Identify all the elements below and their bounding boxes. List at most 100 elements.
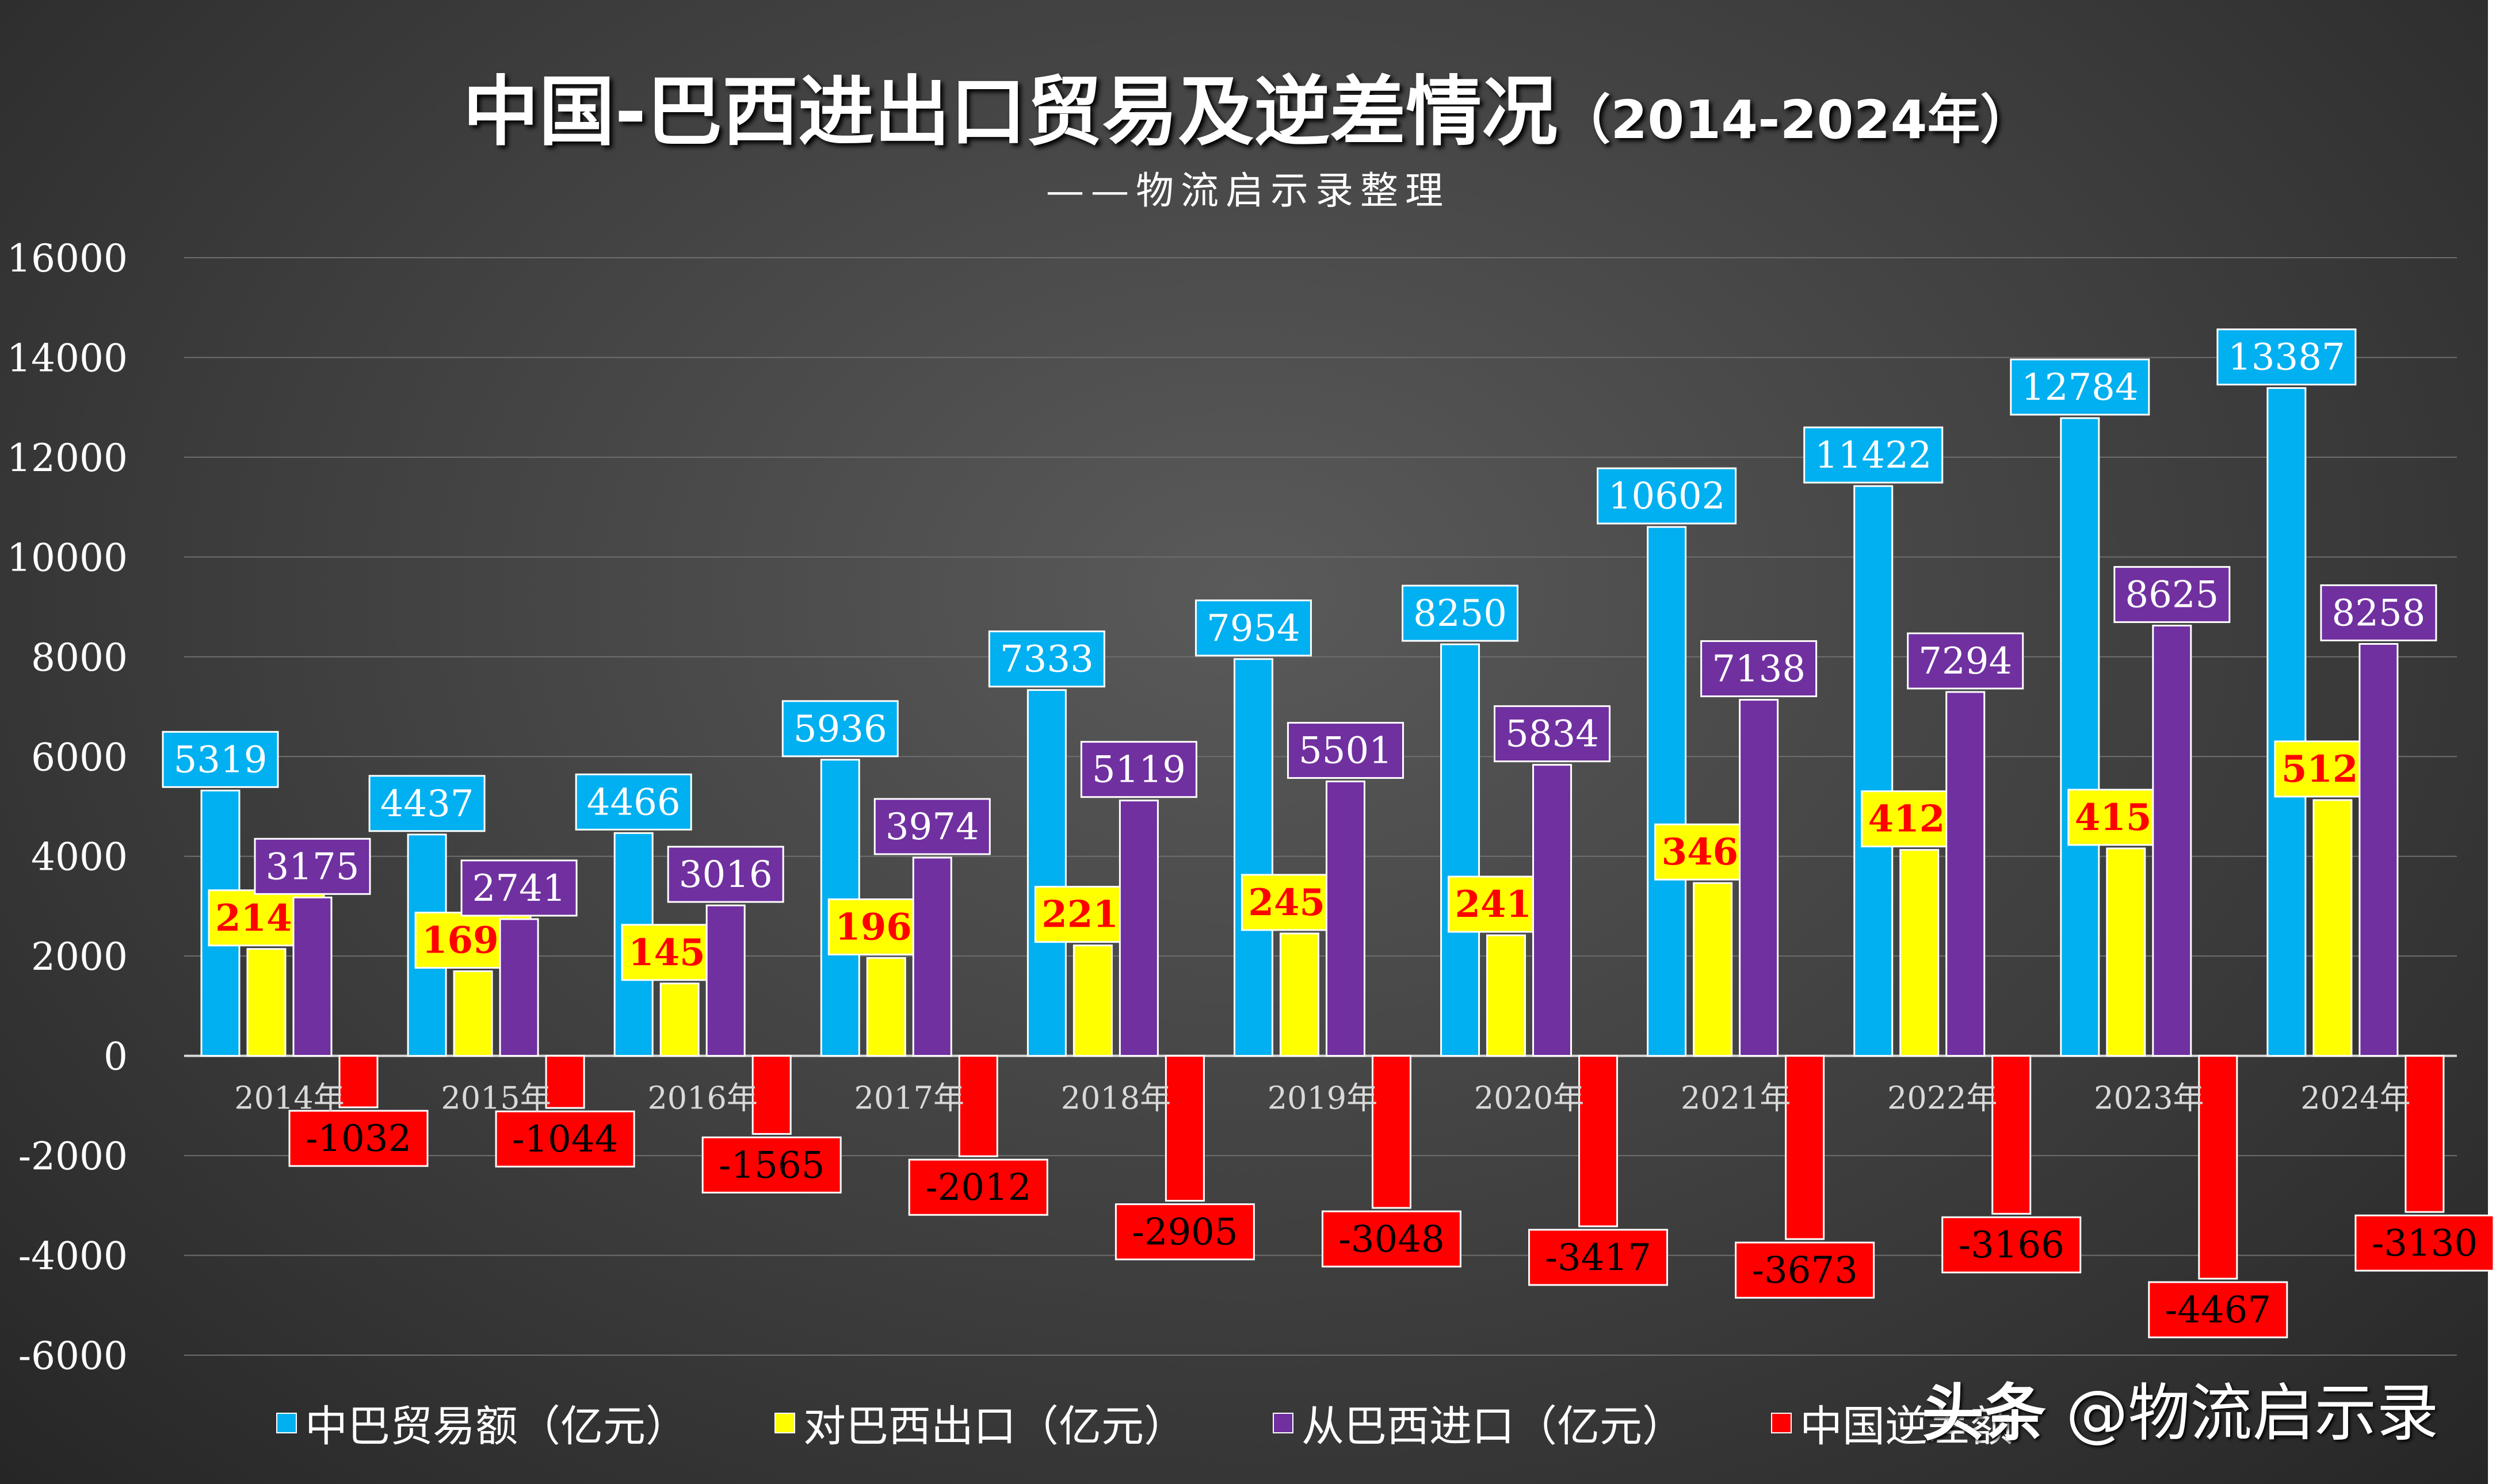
data-label-box <box>781 700 899 758</box>
bar-3 <box>1325 781 1365 1057</box>
data-label: 3974 <box>886 806 979 848</box>
data-label: 7138 <box>1712 648 1806 691</box>
data-label-box <box>2113 566 2231 624</box>
bar-3 <box>1119 800 1159 1057</box>
watermark-brand: 头条 <box>1922 1378 2047 1449</box>
data-label: 7294 <box>1918 640 2012 683</box>
bar-4 <box>751 1055 792 1135</box>
data-label: 8250 <box>1413 592 1507 635</box>
data-label: -3166 <box>1958 1224 2064 1267</box>
data-label-box <box>254 837 371 895</box>
watermark-handle: @物流启示录 <box>2066 1378 2439 1449</box>
bar-2 <box>866 957 906 1057</box>
legend-item-export: 对巴西出口（亿元） <box>774 1392 1186 1454</box>
bar-1 <box>2266 387 2307 1057</box>
data-label: -4467 <box>2165 1289 2272 1332</box>
data-label-box <box>1321 1210 1461 1268</box>
bar-3 <box>499 918 539 1057</box>
x-tick-label: 2018年 <box>1061 1080 1171 1116</box>
data-label: 10602 <box>1608 475 1726 518</box>
data-label-box <box>873 798 991 855</box>
bar-4 <box>1165 1055 1205 1202</box>
data-label-box <box>2354 1214 2495 1272</box>
bar-3 <box>292 896 333 1057</box>
y-tick-label: -6000 <box>18 1334 128 1378</box>
data-label-box <box>1700 640 1818 698</box>
y-tick-label: 4000 <box>31 835 128 879</box>
bar-3 <box>2358 642 2399 1057</box>
data-label: -3048 <box>1338 1218 1445 1261</box>
data-label: 7954 <box>1207 607 1300 650</box>
legend-label-export: 对巴西出口（亿元） <box>803 1402 1186 1451</box>
bar-4 <box>1371 1055 1411 1209</box>
bar-4 <box>1785 1055 1825 1240</box>
bar-3 <box>912 856 952 1057</box>
bar-4 <box>545 1055 585 1109</box>
data-label: -3673 <box>1751 1249 1858 1292</box>
x-tick-label: 2017年 <box>854 1080 964 1116</box>
data-label-box <box>701 1136 842 1194</box>
data-label-box <box>2148 1281 2288 1338</box>
legend-item-import: 从巴西进口（亿元） <box>1273 1392 1685 1454</box>
data-label: 13387 <box>2228 336 2345 379</box>
data-label: 5501 <box>1299 730 1392 772</box>
y-tick-label: 12000 <box>7 436 128 480</box>
data-label-box <box>575 773 692 831</box>
bar-2 <box>659 982 700 1057</box>
legend-swatch-export <box>774 1412 795 1433</box>
data-label-box <box>1494 705 1611 763</box>
y-tick-label: 10000 <box>7 536 128 580</box>
bar-3 <box>1532 764 1573 1057</box>
bar-1 <box>1647 526 1687 1057</box>
data-label-box <box>1803 426 1944 484</box>
data-label-box <box>1735 1241 1875 1299</box>
bar-3 <box>1945 691 1986 1057</box>
y-tick-label: 0 <box>104 1035 128 1079</box>
legend-swatch-trade-total <box>276 1412 297 1433</box>
data-label: 5936 <box>793 708 887 751</box>
legend-label-import: 从巴西进口（亿元） <box>1302 1402 1685 1451</box>
legend-item-trade-total: 中巴贸易额（亿元） <box>276 1392 688 1454</box>
chart-subtitle: ——物流启示录整理 <box>1046 169 1450 213</box>
data-label: 4437 <box>380 783 474 825</box>
chart-legend: 中巴贸易额（亿元） 对巴西出口（亿元） 从巴西进口（亿元） 中国逆差额 <box>276 1392 2013 1454</box>
legend-label-deficit: 中国逆差额 <box>1800 1402 2013 1451</box>
y-tick-label: 16000 <box>7 236 128 281</box>
data-label-box <box>162 730 279 788</box>
bar-2 <box>1073 944 1113 1057</box>
data-label-box <box>988 630 1105 688</box>
data-label-box <box>288 1110 429 1167</box>
bar-2 <box>2106 847 2146 1057</box>
y-tick-label: 14000 <box>7 336 128 380</box>
bar-1 <box>1440 643 1480 1057</box>
bar-4 <box>338 1055 379 1108</box>
data-label: 5319 <box>174 739 268 781</box>
chart-title-main: 中国-巴西进出口贸易及逆差情况 <box>463 68 1558 156</box>
y-tick-label: 2000 <box>31 935 128 979</box>
data-label-box <box>1402 584 1519 642</box>
data-label: -2905 <box>1132 1211 1238 1254</box>
data-label-box <box>2010 358 2150 416</box>
x-tick-label: 2020年 <box>1474 1080 1584 1116</box>
watermark: 头条 @物流启示录 <box>1922 1363 2438 1453</box>
bar-4 <box>2198 1055 2238 1280</box>
data-label-box <box>908 1158 1048 1216</box>
data-label: -1565 <box>719 1144 825 1187</box>
bar-2 <box>1279 932 1319 1057</box>
x-tick-label: 2024年 <box>2300 1080 2410 1116</box>
x-tick-label: 2022年 <box>1887 1080 1997 1116</box>
bar-4 <box>2405 1055 2445 1213</box>
bar-2 <box>1693 882 1733 1057</box>
bar-2 <box>246 948 287 1057</box>
y-tick-label: 6000 <box>31 735 128 779</box>
data-label: -3130 <box>2372 1222 2478 1265</box>
y-tick-label: -2000 <box>18 1134 128 1179</box>
legend-item-deficit: 中国逆差额 <box>1771 1392 2013 1454</box>
data-label: 2741 <box>472 867 566 910</box>
x-tick-label: 2023年 <box>2094 1080 2204 1116</box>
data-label: 8258 <box>2331 592 2425 634</box>
data-label: 5834 <box>1505 713 1599 756</box>
data-label: 3016 <box>679 854 773 896</box>
chart-title: 中国-巴西进出口贸易及逆差情况（2014-2024年） <box>0 51 2496 160</box>
